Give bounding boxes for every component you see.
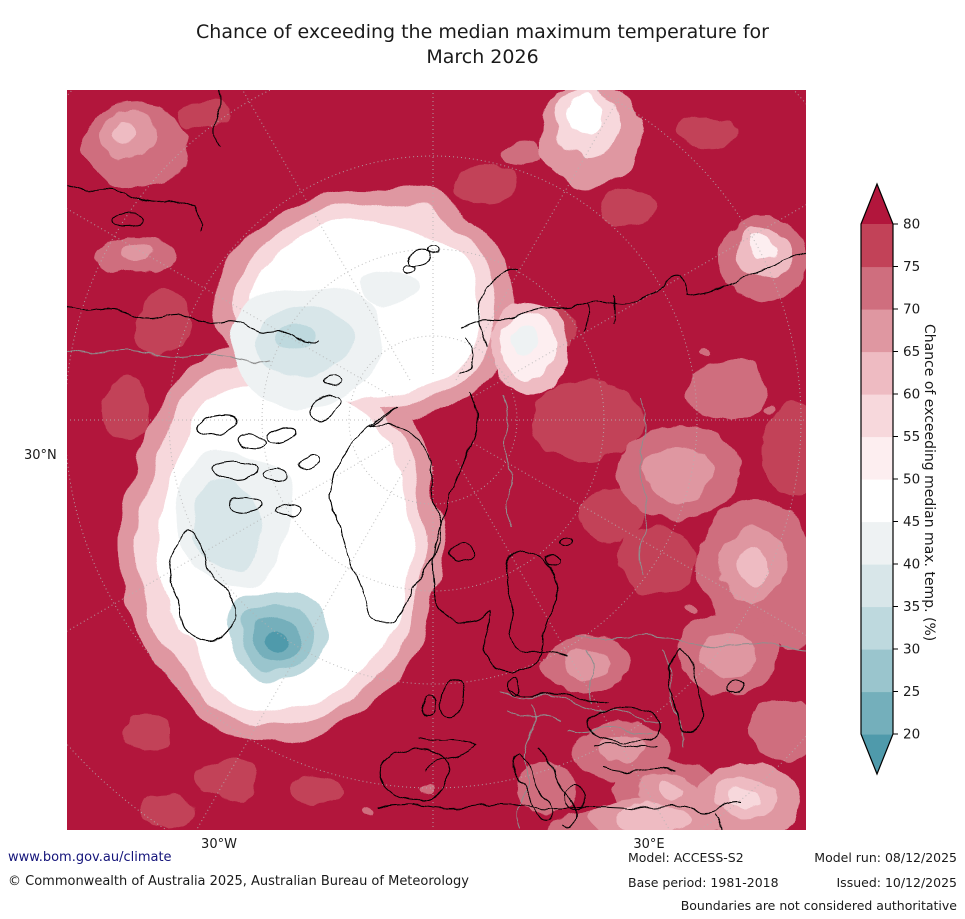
colorbar-tick-label: 70 xyxy=(903,302,920,318)
colorbar-segment xyxy=(861,691,893,735)
lon-30w-label: 30°W xyxy=(201,837,237,852)
issued-text: Issued: 10/12/2025 xyxy=(836,875,958,890)
colorbar-segment xyxy=(861,606,893,650)
lon-30e-label: 30°E xyxy=(633,837,665,852)
colorbar-tick-label: 20 xyxy=(903,727,920,743)
colorbar-segment xyxy=(861,479,893,523)
colorbar-tick-label: 25 xyxy=(903,684,920,700)
title-line-2: March 2026 xyxy=(426,46,539,69)
colorbar-tick-label: 40 xyxy=(903,557,920,573)
bom-website-link[interactable]: www.bom.gov.au/climate xyxy=(8,850,172,865)
country-borders xyxy=(67,349,806,829)
probability-mottling xyxy=(82,90,806,830)
boundaries-disclaimer-text: Boundaries are not considered authoritat… xyxy=(680,898,957,913)
colorbar-segment xyxy=(861,351,893,395)
colorbar-tick-label: 35 xyxy=(903,599,920,615)
model-text: Model: ACCESS-S2 xyxy=(628,850,744,865)
colorbar-segment xyxy=(861,521,893,565)
page-title: Chance of exceeding the median maximum t… xyxy=(0,20,965,70)
colorbar: 20 25 30 35 40 45 50 55 60 65 70 75 80 xyxy=(860,182,920,776)
colorbar-tick-label: 45 xyxy=(903,514,920,530)
colorbar-segment xyxy=(861,224,893,268)
probability-map xyxy=(67,90,806,830)
colorbar-tick-label: 80 xyxy=(903,217,920,233)
model-run-text: Model run: 08/12/2025 xyxy=(814,850,957,865)
colorbar-segment xyxy=(861,564,893,608)
colorbar-tick-label: 75 xyxy=(903,259,920,275)
colorbar-tick-label: 50 xyxy=(903,472,920,488)
colorbar-tick-label: 55 xyxy=(903,429,920,445)
colorbar-tick-label: 65 xyxy=(903,344,920,360)
lat-30n-label: 30°N xyxy=(24,448,57,463)
coastlines xyxy=(67,90,806,830)
colorbar-segment xyxy=(861,436,893,480)
colorbar-segment xyxy=(861,266,893,310)
base-period-text: Base period: 1981-2018 xyxy=(628,875,779,890)
colorbar-tick-label: 30 xyxy=(903,642,920,658)
title-line-1: Chance of exceeding the median maximum t… xyxy=(196,21,769,43)
colorbar-extend-above-arrow xyxy=(861,184,893,224)
colorbar-segment xyxy=(861,394,893,438)
colorbar-extend-below-arrow xyxy=(861,734,893,774)
colorbar-segment xyxy=(861,649,893,693)
arctic-low-chance-region xyxy=(122,185,517,745)
graticule xyxy=(67,90,806,830)
copyright-text: © Commonwealth of Australia 2025, Austra… xyxy=(8,874,469,889)
map-figure xyxy=(67,90,806,830)
colorbar-axis-label: Chance of exceeding median max. temp. (%… xyxy=(921,324,937,642)
colorbar-segment xyxy=(861,309,893,353)
colorbar-tick-label: 60 xyxy=(903,387,920,403)
